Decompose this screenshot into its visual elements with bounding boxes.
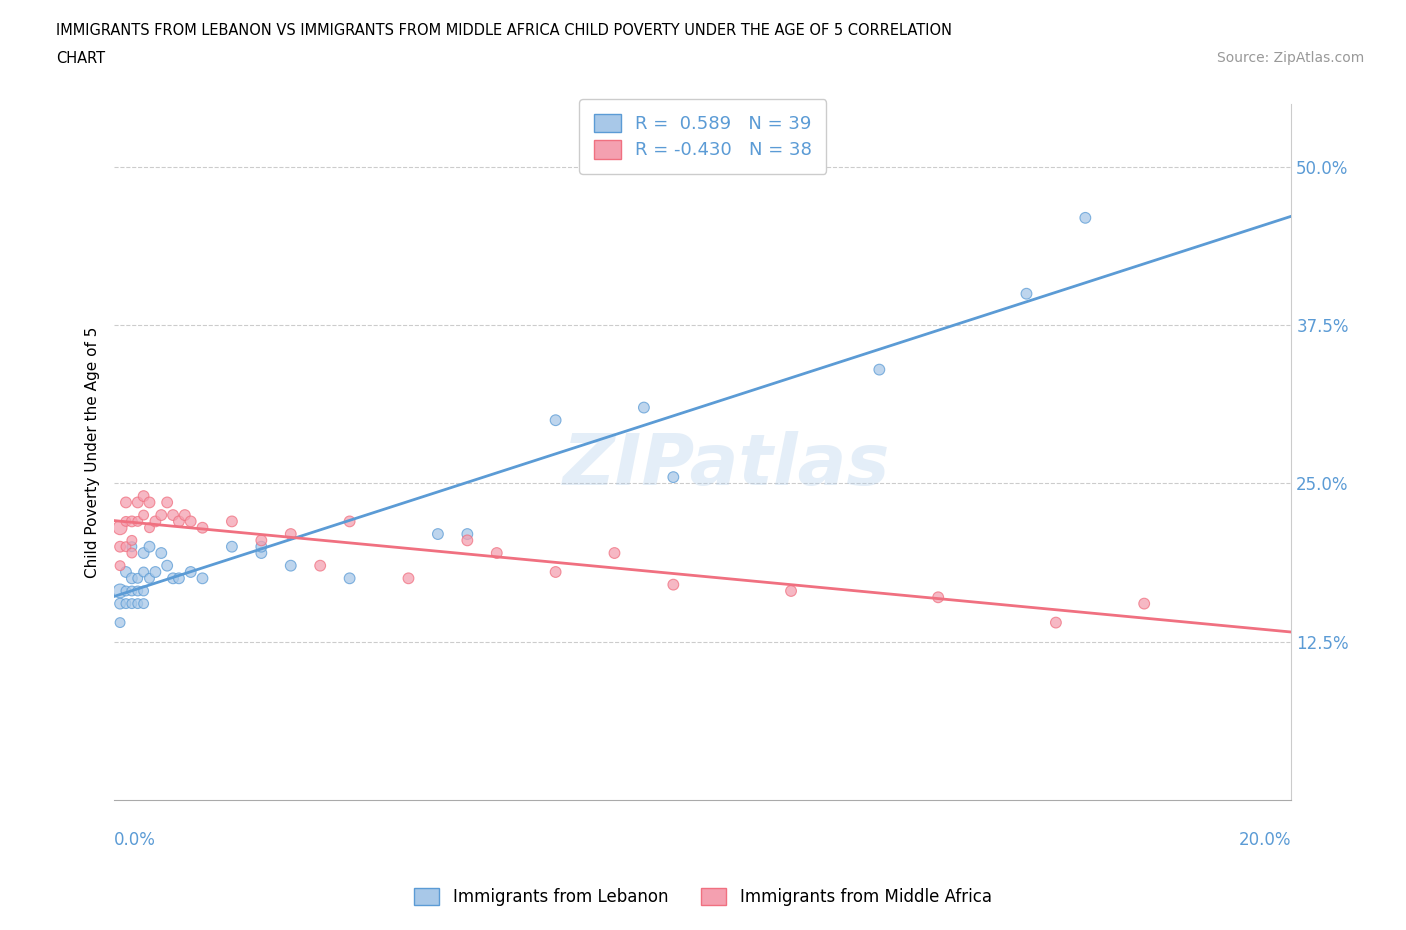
Text: 20.0%: 20.0% <box>1239 831 1291 849</box>
Point <box>927 590 949 604</box>
Point <box>603 546 626 561</box>
Point <box>250 539 273 554</box>
Point <box>108 615 131 630</box>
Point <box>145 514 167 529</box>
Point <box>309 558 332 573</box>
Point <box>121 533 143 548</box>
Point <box>868 362 890 377</box>
Point <box>162 508 184 523</box>
Point <box>485 546 508 561</box>
Point <box>280 558 302 573</box>
Point <box>191 571 214 586</box>
Point <box>121 546 143 561</box>
Point <box>121 596 143 611</box>
Point <box>121 571 143 586</box>
Point <box>121 514 143 529</box>
Point <box>127 571 149 586</box>
Point <box>221 539 243 554</box>
Point <box>456 526 478 541</box>
Point <box>138 571 160 586</box>
Text: 0.0%: 0.0% <box>114 831 156 849</box>
Point <box>1015 286 1038 301</box>
Point <box>167 571 190 586</box>
Point <box>145 565 167 579</box>
Point <box>156 558 179 573</box>
Point <box>1074 210 1097 225</box>
Text: IMMIGRANTS FROM LEBANON VS IMMIGRANTS FROM MIDDLE AFRICA CHILD POVERTY UNDER THE: IMMIGRANTS FROM LEBANON VS IMMIGRANTS FR… <box>56 23 952 38</box>
Point <box>633 400 655 415</box>
Point <box>544 565 567 579</box>
Point <box>280 526 302 541</box>
Point <box>132 508 155 523</box>
Point <box>662 470 685 485</box>
Point <box>127 596 149 611</box>
Point <box>138 539 160 554</box>
Point <box>339 571 361 586</box>
Point <box>221 514 243 529</box>
Point <box>162 571 184 586</box>
Legend: Immigrants from Lebanon, Immigrants from Middle Africa: Immigrants from Lebanon, Immigrants from… <box>408 881 998 912</box>
Point <box>544 413 567 428</box>
Point <box>1133 596 1156 611</box>
Point <box>108 558 131 573</box>
Point <box>127 583 149 598</box>
Text: Source: ZipAtlas.com: Source: ZipAtlas.com <box>1216 51 1364 65</box>
Point <box>456 533 478 548</box>
Point <box>780 583 803 598</box>
Point <box>180 565 202 579</box>
Point <box>108 520 131 535</box>
Point <box>167 514 190 529</box>
Point <box>127 514 149 529</box>
Point <box>132 488 155 503</box>
Point <box>115 514 138 529</box>
Point <box>115 583 138 598</box>
Y-axis label: Child Poverty Under the Age of 5: Child Poverty Under the Age of 5 <box>86 326 100 578</box>
Point <box>132 546 155 561</box>
Point <box>173 508 195 523</box>
Point <box>108 583 131 598</box>
Point <box>132 565 155 579</box>
Point <box>339 514 361 529</box>
Point <box>108 596 131 611</box>
Point <box>115 596 138 611</box>
Text: CHART: CHART <box>56 51 105 66</box>
Point <box>250 533 273 548</box>
Point <box>108 539 131 554</box>
Point <box>150 546 173 561</box>
Point <box>180 514 202 529</box>
Point <box>121 583 143 598</box>
Legend: R =  0.589   N = 39, R = -0.430   N = 38: R = 0.589 N = 39, R = -0.430 N = 38 <box>579 100 827 174</box>
Point <box>150 508 173 523</box>
Point <box>662 578 685 592</box>
Point <box>138 520 160 535</box>
Point <box>191 520 214 535</box>
Point <box>156 495 179 510</box>
Point <box>398 571 420 586</box>
Point <box>115 539 138 554</box>
Text: ZIPatlas: ZIPatlas <box>562 432 890 500</box>
Point <box>426 526 449 541</box>
Point <box>1045 615 1067 630</box>
Point <box>132 596 155 611</box>
Point <box>132 583 155 598</box>
Point <box>115 495 138 510</box>
Point <box>138 495 160 510</box>
Point <box>121 539 143 554</box>
Point <box>127 495 149 510</box>
Point <box>250 546 273 561</box>
Point <box>115 565 138 579</box>
